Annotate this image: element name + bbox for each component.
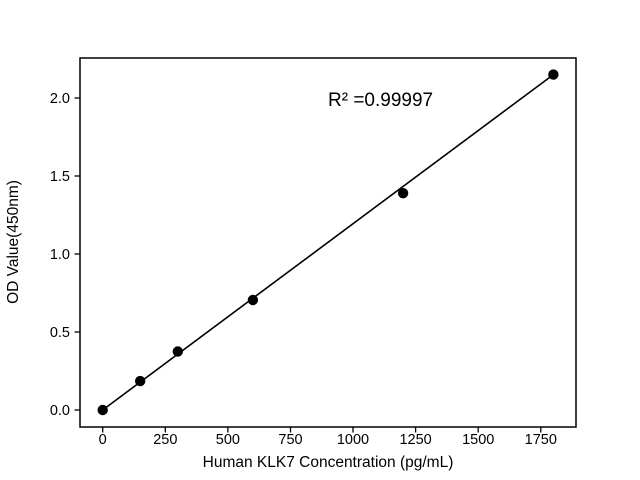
svg-text:0.0: 0.0 [50,403,70,419]
svg-text:250: 250 [153,432,177,448]
svg-text:Human KLK7 Concentration (pg/m: Human KLK7 Concentration (pg/mL) [203,454,454,471]
svg-text:R² =0.99997: R² =0.99997 [328,90,433,111]
svg-text:1250: 1250 [399,432,431,448]
svg-text:2.0: 2.0 [50,91,70,107]
svg-text:0.5: 0.5 [50,325,70,341]
svg-text:500: 500 [216,432,240,448]
svg-text:1.5: 1.5 [50,169,70,185]
svg-text:1750: 1750 [525,432,557,448]
svg-text:OD Value(450nm): OD Value(450nm) [5,180,22,304]
svg-text:1500: 1500 [462,432,494,448]
svg-text:1000: 1000 [337,432,369,448]
svg-text:0: 0 [99,432,107,448]
svg-text:1.0: 1.0 [50,247,70,263]
svg-text:750: 750 [278,432,302,448]
